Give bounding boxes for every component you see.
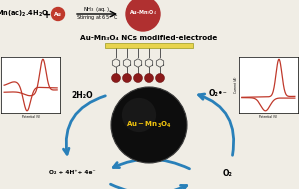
X-axis label: Potential (V): Potential (V) (259, 115, 277, 119)
Text: $\mathrm{NH_3\ (aq.)}$: $\mathrm{NH_3\ (aq.)}$ (83, 5, 111, 15)
Text: Au-Mn$_3$O$_4$: Au-Mn$_3$O$_4$ (129, 9, 157, 17)
Circle shape (122, 98, 156, 132)
Circle shape (112, 74, 120, 83)
Text: Stirring at 65 $^\circ$C: Stirring at 65 $^\circ$C (76, 13, 118, 23)
Circle shape (51, 8, 65, 20)
Text: Au-Mn₃O₄ NCs modified-electrode: Au-Mn₃O₄ NCs modified-electrode (80, 35, 218, 41)
FancyBboxPatch shape (105, 43, 193, 48)
Circle shape (144, 74, 153, 83)
Text: $\mathbf{Au-Mn_3O_4}$: $\mathbf{Au-Mn_3O_4}$ (126, 120, 172, 130)
Text: Au: Au (54, 12, 62, 16)
Text: O₂•⁻: O₂•⁻ (209, 88, 227, 98)
Circle shape (123, 74, 132, 83)
Text: O₂ + 4H⁺+ 4e⁻: O₂ + 4H⁺+ 4e⁻ (49, 170, 95, 176)
Y-axis label: Current (A): Current (A) (234, 77, 238, 93)
Circle shape (111, 87, 187, 163)
Circle shape (126, 0, 160, 31)
Text: $\mathbf{+}$: $\mathbf{+}$ (42, 9, 51, 19)
Circle shape (133, 74, 143, 83)
Text: O₂: O₂ (223, 169, 233, 177)
Text: $\mathbf{Mn(ac)_2.4H_2O}$: $\mathbf{Mn(ac)_2.4H_2O}$ (0, 9, 48, 19)
Circle shape (155, 74, 164, 83)
Text: 2H₂O: 2H₂O (71, 91, 93, 99)
X-axis label: Potential (V): Potential (V) (22, 115, 40, 119)
